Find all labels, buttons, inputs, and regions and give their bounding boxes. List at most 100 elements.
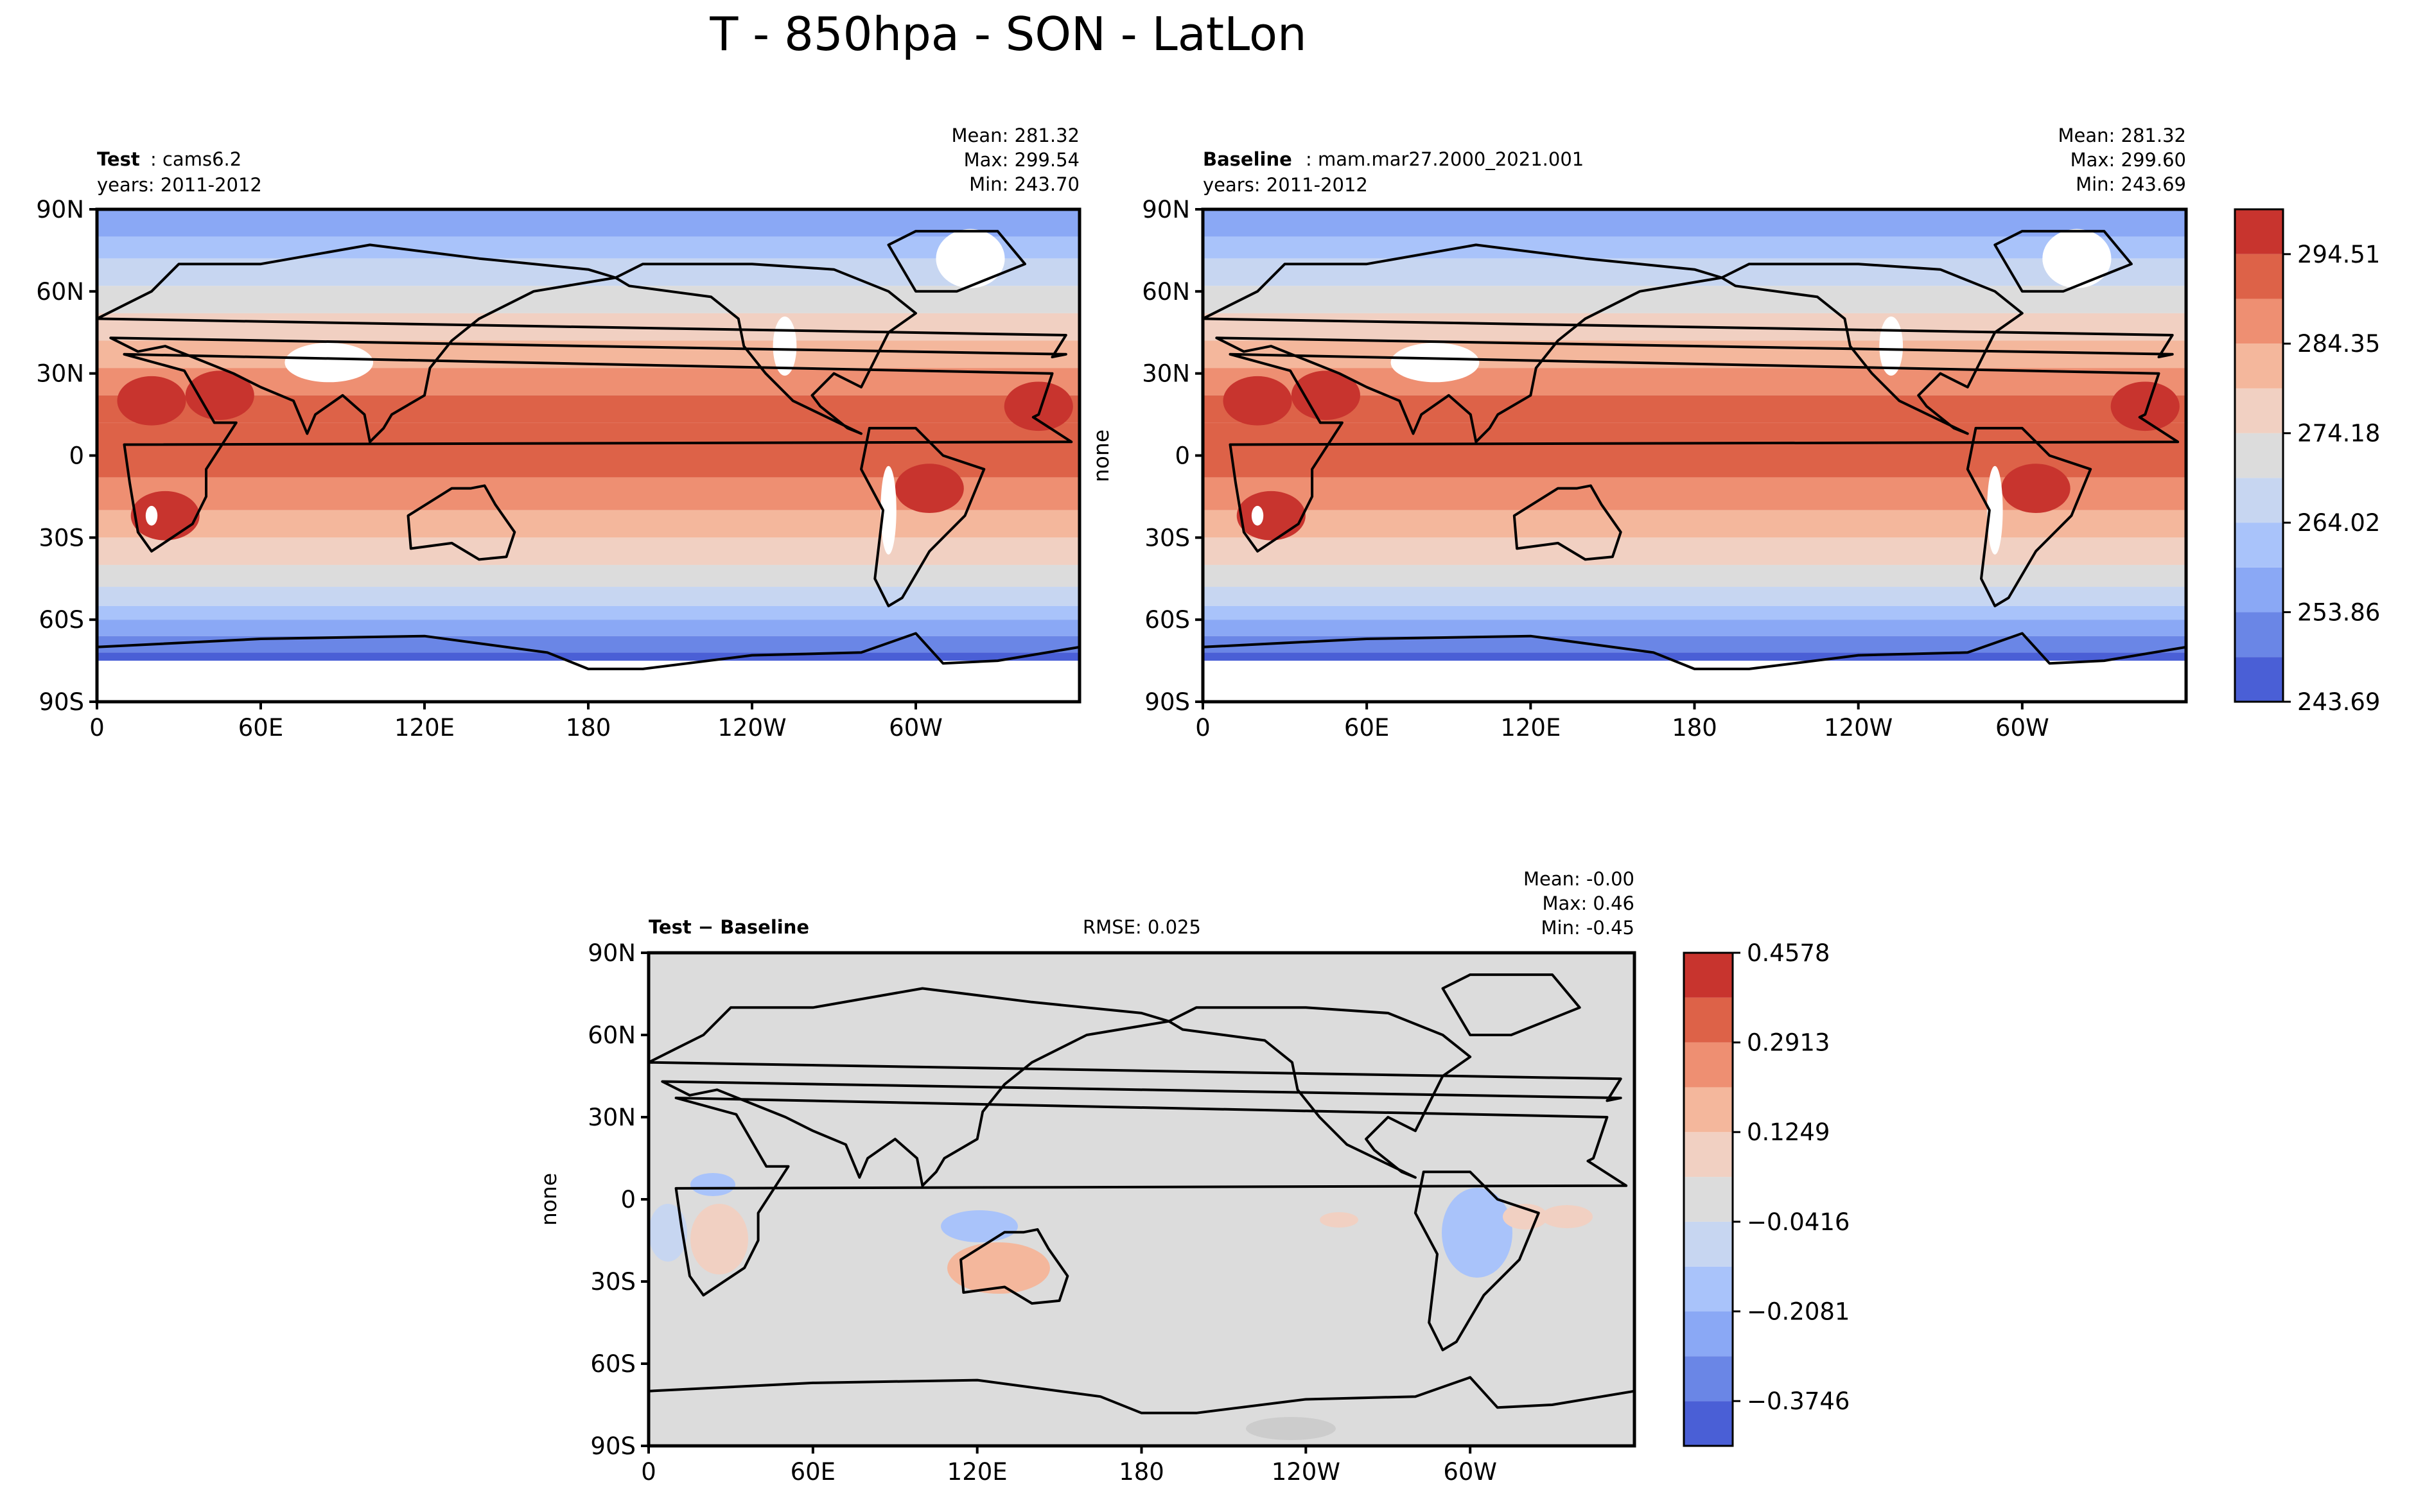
lon-tick-label: 120E [947,1458,1008,1486]
colorbar-segment [1684,1042,1733,1088]
colorbar-segment [1684,1311,1733,1357]
colorbar-tick-label: 253.86 [2297,598,2380,626]
temperature-band [97,620,1080,636]
missing-data-patch [145,505,158,526]
colorbar-tick-label: 0.4578 [1747,939,1830,967]
test-panel: Test : cams6.2 years: 2011-2012 Mean: 28… [36,125,1081,742]
hot-spot [1236,491,1306,541]
colorbar-segment [2235,254,2283,299]
baseline-min: Min: 243.69 [2076,173,2186,195]
lat-tick-label: 30N [36,360,84,388]
lat-tick-label: 30S [1144,524,1190,552]
coastline [1229,352,2180,553]
missing-data-patch [936,229,1005,288]
diff-min: Min: -0.45 [1541,917,1634,939]
missing-data-patch [880,465,897,555]
lat-tick-label: 60S [39,606,84,634]
diff-patch-brazil [1503,1204,1548,1230]
temperature-band [1203,537,2186,565]
lat-tick-label: 90N [36,196,84,223]
coastline [407,484,516,561]
baseline-mean: Mean: 281.32 [2058,125,2186,146]
temperature-band [1203,236,2186,259]
lon-tick-label: 60W [1995,714,2049,742]
diff-patch-antarctic [1246,1417,1336,1440]
diff-patch-indonesia [941,1210,1018,1242]
lon-tick-label: 120W [1824,714,1893,742]
missing-data-antarctica [1203,661,2186,702]
lat-tick-label: 60S [1144,606,1190,634]
lon-tick-label: 180 [1119,1458,1164,1486]
colorbar-segment [2235,299,2283,344]
temperature-band [1203,620,2186,636]
temperature-band [1203,395,2186,423]
colorbar-tick-label: −0.0416 [1747,1208,1850,1236]
coastline [1512,484,1622,561]
diff-patch-east-africa [690,1173,735,1196]
baseline-label-rest: : mam.mar27.2000_2021.001 [1306,148,1584,170]
diff-patch-amazon [1442,1188,1512,1278]
coastline [97,632,1080,670]
temperature-band [1203,368,2186,395]
lat-tick-label: 30S [39,524,84,552]
lat-tick-label: 60N [1142,278,1190,306]
colorbar-segment [1684,1132,1733,1177]
coastline [674,1097,1628,1297]
lat-tick-label: 30N [1142,360,1190,388]
hot-spot [1223,376,1292,426]
missing-data-antarctica [97,661,1080,702]
colorbar-tick-label: −0.2081 [1747,1298,1850,1326]
lon-tick-label: 120E [1500,714,1561,742]
missing-data-patch [2042,229,2112,288]
colorbar-tick-label: 274.18 [2297,420,2380,448]
diff-patch-west-africa [649,1204,687,1262]
diff-panel: Test − Baseline RMSE: 0.025 Mean: -0.00 … [536,868,1636,1486]
temperature-band [1203,564,2186,587]
diff-label: Test − Baseline [649,916,809,938]
temperature-band [97,209,1080,237]
lat-tick-label: 90N [588,939,636,967]
baseline-map-field [1203,209,2186,702]
lat-tick-label: 60S [590,1350,636,1378]
test-min: Min: 243.70 [969,173,1080,195]
baseline-max: Max: 299.60 [2070,149,2186,171]
coastline [649,987,1622,1187]
colorbar-segment [2235,478,2283,523]
lon-tick-label: 180 [1672,714,1717,742]
field-colorbar: 294.51 284.35 274.18 264.02 253.86 243.69 [2234,208,2380,716]
diff-patch-australia [947,1242,1050,1294]
lat-tick-label: 30N [588,1104,636,1131]
temperature-band [1203,605,2186,620]
missing-data-patch [1251,505,1264,526]
colorbar-tick-label: 264.02 [2297,509,2380,537]
hot-spot [117,376,186,426]
temperature-band [97,510,1080,538]
colorbar-segment [1684,1266,1733,1312]
diff-x-axis: 0 60E 120E 180 120W 60W [641,1446,1497,1486]
coastline [97,243,1067,444]
temperature-band [97,564,1080,587]
lon-tick-label: 180 [566,714,611,742]
test-coastlines [97,230,1080,670]
temperature-band [1203,510,2186,538]
coastline [1203,632,2186,670]
diff-patch-atlantic [1541,1205,1593,1228]
missing-data-patch [1390,342,1480,383]
diff-colorbar: 0.4578 0.2913 0.1249 −0.0416 −0.2081 −0.3746 [1683,939,1850,1447]
colorbar-segment [1684,1177,1733,1222]
test-max: Max: 299.54 [964,149,1080,171]
lat-tick-label: 60N [36,278,84,306]
lon-tick-label: 0 [89,714,105,742]
coastline [887,230,1026,293]
temperature-band [97,537,1080,565]
colorbar-segment [1684,1087,1733,1133]
lon-tick-label: 60W [1443,1458,1497,1486]
test-years: years: 2011-2012 [97,174,262,196]
lon-tick-label: 0 [641,1458,656,1486]
temperature-band [97,368,1080,395]
colorbar-segment [2235,433,2283,478]
temperature-band [1203,209,2186,237]
coastline [614,263,917,435]
temperature-band [1203,587,2186,606]
